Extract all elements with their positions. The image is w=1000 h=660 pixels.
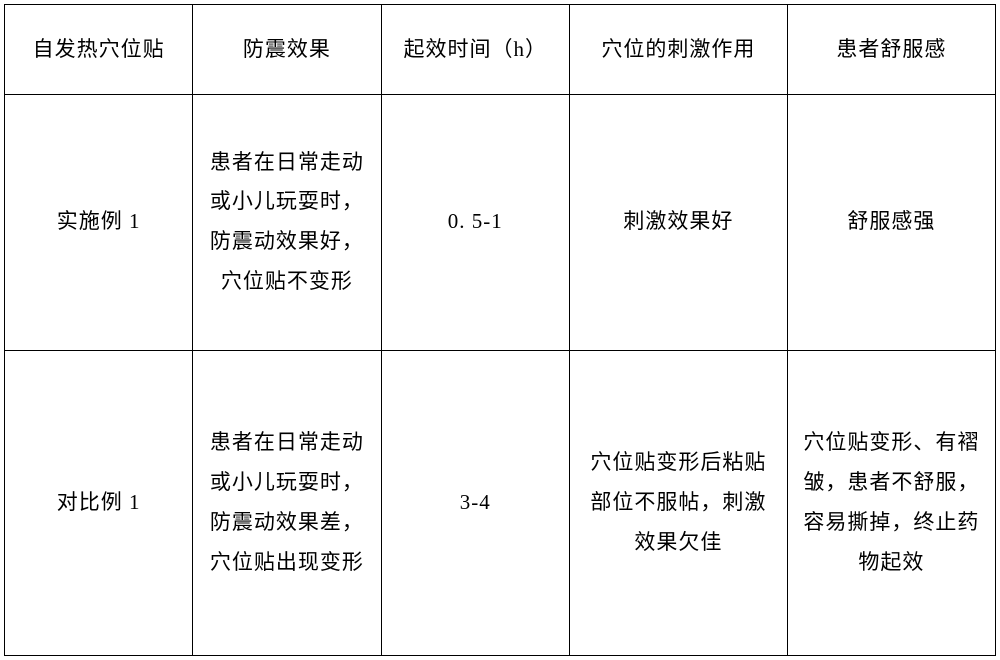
- cell-onset-time: 3-4: [381, 350, 569, 655]
- header-stimulation: 穴位的刺激作用: [569, 5, 787, 95]
- comparison-table: 自发热穴位贴 防震效果 起效时间（h） 穴位的刺激作用 患者舒服感 实施例 1 …: [4, 4, 996, 656]
- cell-comfort: 舒服感强: [787, 95, 995, 350]
- table-row: 实施例 1 患者在日常走动或小儿玩耍时，防震动效果好，穴位贴不变形 0. 5-1…: [5, 95, 996, 350]
- table-row: 对比例 1 患者在日常走动或小儿玩耍时，防震动效果差，穴位贴出现变形 3-4 穴…: [5, 350, 996, 655]
- table-header-row: 自发热穴位贴 防震效果 起效时间（h） 穴位的刺激作用 患者舒服感: [5, 5, 996, 95]
- header-onset-time: 起效时间（h）: [381, 5, 569, 95]
- header-product: 自发热穴位贴: [5, 5, 193, 95]
- cell-stimulation: 穴位贴变形后粘贴部位不服帖，刺激效果欠佳: [569, 350, 787, 655]
- cell-onset-time: 0. 5-1: [381, 95, 569, 350]
- cell-example-name: 对比例 1: [5, 350, 193, 655]
- cell-stimulation: 刺激效果好: [569, 95, 787, 350]
- header-shockproof: 防震效果: [193, 5, 381, 95]
- cell-comfort: 穴位贴变形、有褶皱，患者不舒服，容易撕掉，终止药物起效: [787, 350, 995, 655]
- cell-shockproof: 患者在日常走动或小儿玩耍时，防震动效果差，穴位贴出现变形: [193, 350, 381, 655]
- cell-shockproof: 患者在日常走动或小儿玩耍时，防震动效果好，穴位贴不变形: [193, 95, 381, 350]
- header-comfort: 患者舒服感: [787, 5, 995, 95]
- cell-example-name: 实施例 1: [5, 95, 193, 350]
